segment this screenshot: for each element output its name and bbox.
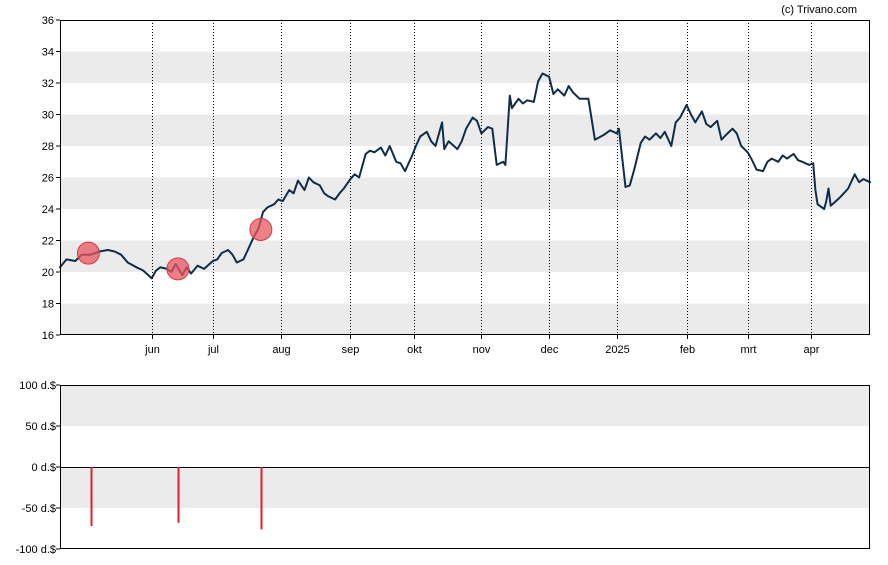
x-tick-label: sep [342,344,360,356]
y-tick-label: 30 [42,110,54,122]
volume-plot-frame [60,385,870,549]
price-x-ticks: jun jul aug sep okt nov dec 2025 feb mrt apr [144,335,820,356]
y-tick-label: -100 d.$ [16,544,56,556]
y-tick-label: 36 [42,15,54,27]
y-tick-label: 18 [42,299,54,311]
y-tick-label: 16 [42,330,54,342]
price-y-ticks: 16 18 20 22 24 26 28 30 32 34 36 [42,15,60,342]
price-plot-frame [60,20,870,335]
x-tick-label: 2025 [605,344,629,356]
price-band [60,240,870,272]
y-tick-label: 50 d.$ [25,421,56,433]
x-tick-label: feb [680,344,695,356]
y-tick-label: 20 [42,267,54,279]
y-tick-label: 100 d.$ [19,380,56,392]
x-tick-label: jun [144,344,160,356]
y-tick-label: 24 [42,204,54,216]
price-series-line [59,72,871,280]
volume-bars [90,467,263,530]
x-tick-label: dec [541,344,559,356]
price-band [60,51,870,83]
y-tick-label: 0 d.$ [32,462,56,474]
volume-band [60,467,870,508]
credit-text: (c) Trivano.com [781,4,857,16]
trade-marker [166,257,190,281]
price-band [60,303,870,335]
x-tick-label: nov [473,344,491,356]
trade-marker [249,217,273,241]
x-tick-label: jul [207,344,219,356]
x-tick-label: apr [804,344,820,356]
volume-bands [60,385,870,508]
volume-band [60,385,870,426]
y-tick-label: 28 [42,141,54,153]
price-bands [60,51,870,335]
y-tick-label: 32 [42,78,54,90]
volume-y-ticks: 100 d.$ 50 d.$ 0 d.$ -50 d.$ -100 d.$ [16,380,60,556]
y-tick-label: 22 [42,236,54,248]
x-tick-label: mrt [741,344,757,356]
y-tick-label: 26 [42,173,54,185]
price-line-layer [59,72,871,280]
y-tick-label: -50 d.$ [22,503,56,515]
x-tick-label: okt [407,344,422,356]
price-markers [76,217,273,281]
price-band [60,177,870,209]
y-tick-label: 34 [42,47,54,59]
trade-marker [76,241,100,265]
x-tick-label: aug [272,344,290,356]
